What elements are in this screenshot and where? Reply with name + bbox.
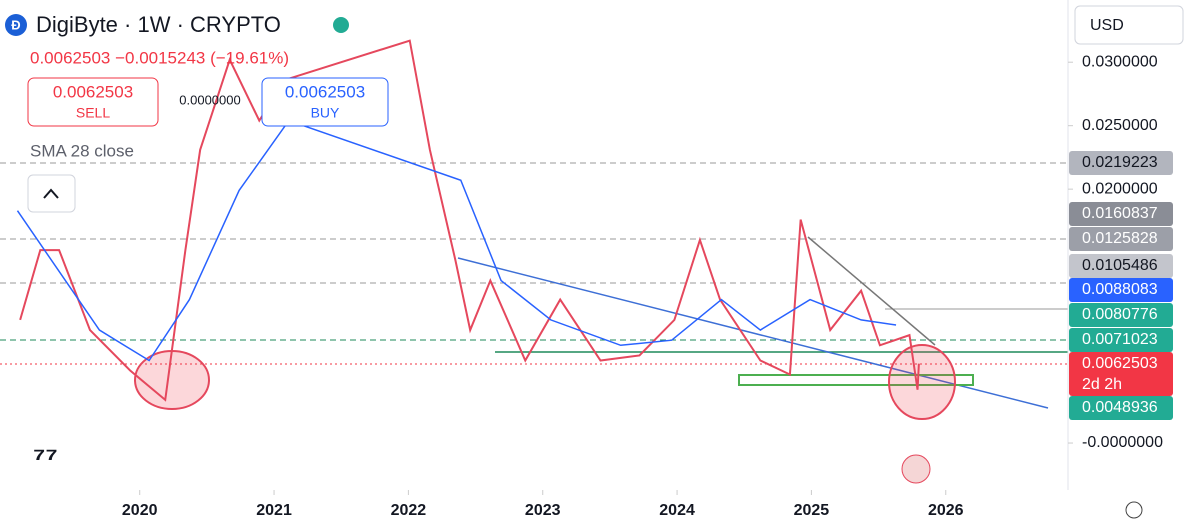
title: DigiByte · 1W · CRYPTO: [36, 12, 281, 37]
trend-line: [457, 257, 1049, 409]
drawings: [0, 162, 1068, 420]
buy-label: BUY: [311, 105, 340, 121]
price-change: 0.0062503 −0.0015243 (−19.61%): [30, 48, 289, 67]
x-tick-label: 2021: [256, 502, 292, 519]
x-tick-label: 2023: [525, 502, 561, 519]
price-label-box: [1069, 278, 1173, 302]
grid: [139, 490, 947, 495]
price-label-box: [1069, 328, 1173, 352]
trend-line: [807, 236, 936, 346]
x-tick-label: 2022: [391, 502, 427, 519]
series: [16, 39, 920, 402]
series-line: [16, 119, 897, 362]
circle: [888, 344, 956, 420]
sell-price: 0.0062503: [53, 82, 133, 101]
price-label: 0.0048936: [1082, 399, 1158, 416]
series-line: [19, 39, 920, 402]
price-label: 0.0088083: [1082, 281, 1158, 298]
price-label: 0.0071023: [1082, 331, 1158, 348]
logo-glyph: Đ: [11, 17, 20, 32]
price-label-box: [1069, 303, 1173, 327]
currency: USD: [1090, 17, 1124, 34]
sell-label: SELL: [76, 105, 110, 121]
buy-price: 0.0062503: [285, 82, 365, 101]
y-tick-label: -0.0000000: [1082, 434, 1163, 451]
settings-icon[interactable]: [1125, 501, 1143, 519]
x-tick-label: 2026: [928, 502, 964, 519]
price-label-box: [1069, 227, 1173, 251]
price-label-countdown: 2d 2h: [1082, 376, 1122, 393]
circle: [134, 350, 210, 410]
price-label-box: [1069, 202, 1173, 226]
y-tick-label: 0.0300000: [1082, 53, 1158, 70]
x-tick-label: 2025: [794, 502, 830, 519]
buy-button[interactable]: [261, 77, 389, 127]
indicator: SMA 28 close: [30, 141, 134, 160]
price-label: 0.0105486: [1082, 257, 1158, 274]
y-tick-label: 0.0250000: [1082, 117, 1158, 134]
collapse-button[interactable]: [27, 174, 76, 213]
price-label: 0.0062503: [1082, 355, 1158, 372]
zone: [738, 374, 974, 386]
chevron: [43, 188, 59, 199]
logo: [5, 14, 27, 36]
price-label-box: [1069, 151, 1173, 175]
x-tick-label: 2020: [122, 502, 158, 519]
tv-logo: ⁷⁷: [33, 442, 58, 475]
price-label: 0.0080776: [1082, 306, 1158, 323]
price-label-box: [1069, 352, 1173, 396]
price-label-box: [1069, 396, 1173, 420]
price-label: 0.0125828: [1082, 230, 1158, 247]
x-tick-label: 2024: [659, 502, 695, 519]
currency-button[interactable]: [1074, 5, 1184, 45]
event-icon: [901, 454, 931, 484]
sell-button[interactable]: [27, 77, 159, 127]
y-tick-label: 0.0200000: [1082, 180, 1158, 197]
spread: 0.0000000: [179, 92, 240, 107]
price-label: 0.0219223: [1082, 154, 1158, 171]
price-label-box: [1069, 254, 1173, 278]
status-dot: [333, 17, 349, 33]
price-label: 0.0160837: [1082, 205, 1158, 222]
